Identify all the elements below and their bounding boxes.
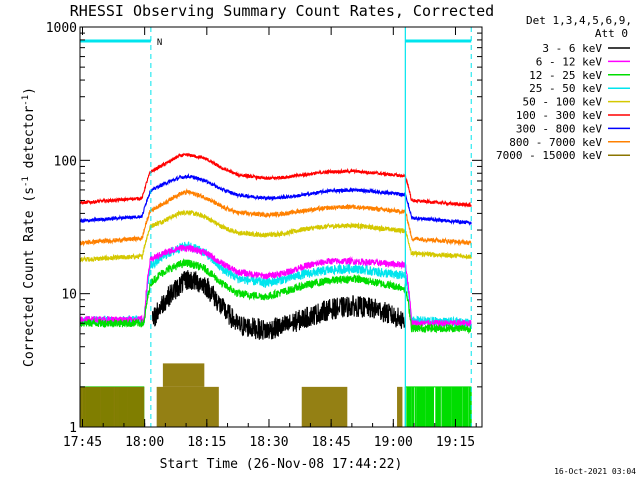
series-line bbox=[79, 257, 472, 335]
x-axis-label: Start Time (26-Nov-08 17:44:22) bbox=[160, 457, 403, 472]
x-tick-label-4: 18:45 bbox=[312, 435, 351, 450]
x-tick-label-6: 19:15 bbox=[436, 435, 475, 450]
legend-label-5: 100 - 300 keV bbox=[516, 109, 602, 122]
y-tick-label-0: 1 bbox=[69, 421, 77, 436]
series-100-300-kev bbox=[79, 152, 472, 208]
low-band-spike-block-1 bbox=[404, 386, 472, 427]
generation-timestamp: 16-Oct-2021 03:04 bbox=[554, 467, 636, 476]
night-flag-letter: N bbox=[157, 38, 162, 48]
plot-frame bbox=[79, 26, 483, 428]
series-line bbox=[151, 270, 406, 340]
series-line bbox=[79, 152, 472, 208]
legend-label-8: 7000 - 15000 keV bbox=[496, 149, 602, 162]
y-tick-label-3: 1000 bbox=[46, 21, 77, 36]
series-12-25-kev bbox=[79, 257, 472, 335]
series-50-100-kev bbox=[79, 209, 472, 263]
series-3-6-kev bbox=[151, 270, 406, 340]
x-tick-label-1: 18:00 bbox=[125, 435, 164, 450]
legend-label-7: 800 - 7000 keV bbox=[509, 136, 602, 149]
orbit-flags: N bbox=[80, 27, 472, 427]
x-axis: 17:45 18:00 18:15 18:30 18:45 19:00 19:15 bbox=[63, 27, 477, 450]
step-block-2 bbox=[156, 386, 219, 427]
series-line bbox=[79, 188, 472, 247]
series-7000-15000-kev bbox=[80, 363, 403, 427]
x-tick-label-3: 18:30 bbox=[249, 435, 288, 450]
series-line bbox=[79, 209, 472, 263]
legend-header-attenuator: Att 0 bbox=[595, 27, 628, 40]
y-axis: 1 10 100 1000 bbox=[46, 21, 482, 436]
series-6-12-kev bbox=[79, 244, 472, 328]
chart-title: RHESSI Observing Summary Count Rates, Co… bbox=[70, 2, 494, 20]
series-300-800-kev bbox=[79, 172, 472, 226]
plot-area: N bbox=[79, 27, 472, 427]
y-axis-label: Corrected Count Rate (s-1 detector-1) bbox=[21, 87, 37, 367]
y-tick-label-2: 100 bbox=[54, 154, 77, 169]
legend-label-6: 300 - 800 keV bbox=[516, 122, 602, 135]
step-block-0 bbox=[80, 386, 145, 427]
series-line bbox=[79, 172, 472, 226]
legend-label-1: 6 - 12 keV bbox=[536, 55, 603, 68]
step-block-3 bbox=[301, 386, 348, 427]
legend-label-2: 12 - 25 keV bbox=[529, 69, 602, 82]
step-block-4 bbox=[397, 386, 403, 427]
x-tick-label-0: 17:45 bbox=[63, 435, 102, 450]
step-block-1 bbox=[162, 363, 205, 387]
x-tick-label-5: 19:00 bbox=[374, 435, 413, 450]
y-tick-label-1: 10 bbox=[61, 288, 77, 303]
x-tick-label-2: 18:15 bbox=[187, 435, 226, 450]
legend-label-4: 50 - 100 keV bbox=[523, 96, 603, 109]
series-line bbox=[79, 244, 472, 328]
legend-label-3: 25 - 50 keV bbox=[529, 82, 602, 95]
legend-label-0: 3 - 6 keV bbox=[542, 42, 602, 55]
legend-header-detectors: Det 1,3,4,5,6,9, bbox=[526, 14, 632, 27]
series-800-7000-kev bbox=[79, 188, 472, 247]
